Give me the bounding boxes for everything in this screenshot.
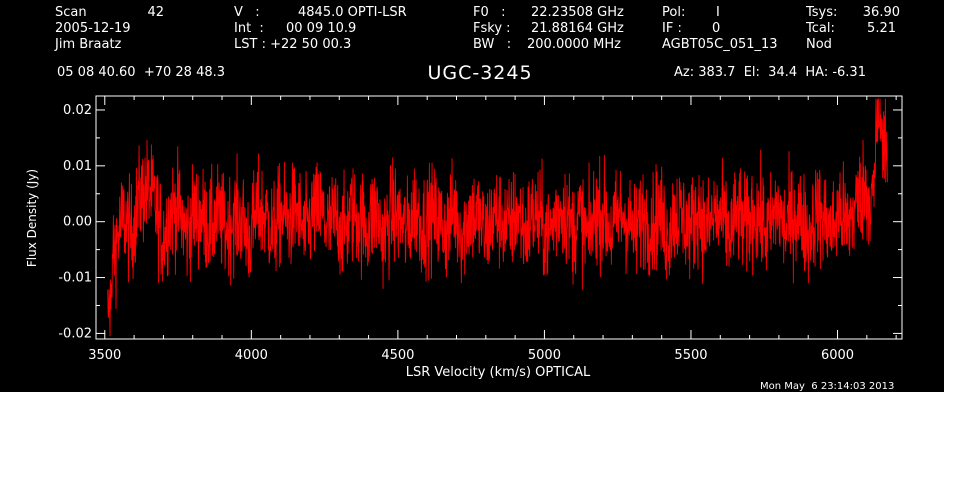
fsky-label: Fsky : [473, 21, 511, 36]
source-coordinates: 05 08 40.60 +70 28 48.3 [57, 65, 226, 80]
velocity-value: 4845.0 OPTI-LSR [298, 5, 407, 20]
x-axis-title: LSR Velocity (km/s) OPTICAL [406, 365, 591, 380]
integration-label: Int : [234, 21, 264, 36]
polarization-value: I [716, 5, 720, 20]
spectrum-trace [107, 98, 888, 337]
object-name: UGC-3245 [427, 62, 533, 84]
observer-name: Jim Braatz [55, 37, 122, 52]
if-label: IF : [662, 21, 682, 36]
y-tick-label: 0.02 [63, 103, 92, 118]
y-tick-label: 0.01 [63, 159, 92, 174]
x-tick-label: 5500 [674, 348, 707, 363]
tsys-value: 36.90 [862, 5, 900, 20]
az-el-ha: Az: 383.7 El: 34.4 HA: -6.31 [674, 65, 866, 80]
observation-date: 2005-12-19 [55, 21, 131, 36]
plot-timestamp: Mon May 6 23:14:03 2013 [760, 381, 895, 392]
scan-number: 42 [147, 5, 164, 20]
plot-frame [95, 95, 903, 340]
x-tick-label: 3500 [88, 348, 121, 363]
y-tick-label: -0.01 [58, 271, 92, 286]
x-tick-label: 6000 [821, 348, 854, 363]
tcal-value: 5.21 [867, 21, 896, 36]
y-tick-label: -0.02 [58, 326, 92, 341]
bandwidth-label: BW : [473, 37, 512, 52]
tcal-label: Tcal: [806, 21, 835, 36]
f0-label: F0 : [473, 5, 506, 20]
if-value: 0 [712, 21, 721, 36]
integration-value: 00 09 10.9 [286, 21, 357, 36]
lst-value: LST : +22 50 00.3 [234, 37, 352, 52]
x-tick-label: 4500 [381, 348, 414, 363]
fsky-value: 21.88164 GHz [531, 21, 624, 36]
tick-layer: 3500 4000 4500 5000 5500 6000 -0.02 -0.01 0.00 0.… [58, 96, 902, 363]
observing-mode: Nod [806, 37, 832, 52]
scan-label: Scan [55, 5, 87, 20]
y-axis-title: Flux Density (Jy) [25, 169, 39, 267]
spectrum-trace-layer [107, 98, 888, 337]
y-tick-label: 0.00 [63, 215, 92, 230]
f0-value: 22.23508 GHz [531, 5, 624, 20]
tsys-label: Tsys: [806, 5, 838, 20]
velocity-label: V : [234, 5, 260, 20]
x-tick-label: 5000 [528, 348, 561, 363]
polarization-label: Pol: [662, 5, 686, 20]
x-tick-label: 4000 [235, 348, 268, 363]
bandwidth-value: 200.0000 MHz [527, 37, 621, 52]
spectrum-plot: 3500 4000 4500 5000 5500 6000 -0.02 -0.01 0.00 0.… [25, 95, 903, 380]
project-id: AGBT05C_051_13 [662, 37, 778, 52]
